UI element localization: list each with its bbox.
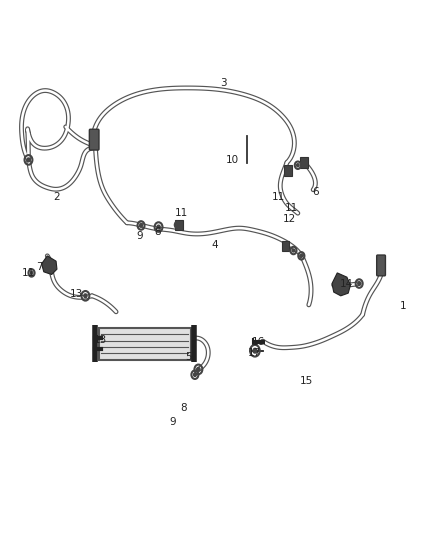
FancyBboxPatch shape	[377, 255, 385, 276]
Circle shape	[194, 373, 196, 376]
Text: 7: 7	[36, 262, 43, 271]
Circle shape	[358, 282, 360, 285]
Circle shape	[27, 158, 30, 162]
Circle shape	[300, 254, 303, 257]
Text: 11: 11	[285, 203, 298, 213]
Text: 2: 2	[53, 192, 60, 202]
Text: 8: 8	[180, 403, 187, 413]
Bar	[99, 328, 191, 360]
Circle shape	[253, 349, 257, 353]
Text: 1: 1	[399, 302, 406, 311]
Text: 6: 6	[312, 187, 319, 197]
Text: 8: 8	[154, 227, 161, 237]
Text: 11: 11	[272, 192, 285, 202]
Text: 4: 4	[211, 240, 218, 250]
Text: 12: 12	[283, 214, 296, 223]
Polygon shape	[332, 273, 350, 296]
Text: 13: 13	[94, 335, 107, 345]
Circle shape	[30, 271, 33, 274]
Text: 11: 11	[22, 268, 35, 278]
Bar	[300, 157, 308, 168]
Text: 15: 15	[300, 376, 313, 386]
Circle shape	[140, 224, 142, 227]
Text: 13: 13	[70, 289, 83, 299]
Text: 10: 10	[226, 155, 239, 165]
Circle shape	[292, 249, 295, 252]
Circle shape	[197, 367, 200, 372]
Text: 17: 17	[247, 348, 261, 358]
Text: 9: 9	[137, 231, 144, 240]
Text: 5: 5	[185, 352, 192, 362]
Text: 16: 16	[252, 337, 265, 347]
Circle shape	[84, 294, 87, 298]
Circle shape	[297, 164, 299, 167]
Bar	[284, 165, 292, 176]
Text: 3: 3	[220, 78, 227, 87]
Circle shape	[177, 224, 178, 226]
Bar	[175, 220, 183, 230]
Polygon shape	[42, 256, 57, 274]
Text: 9: 9	[170, 417, 177, 427]
FancyBboxPatch shape	[89, 129, 99, 150]
Text: 11: 11	[175, 208, 188, 218]
Text: 14: 14	[339, 279, 353, 288]
Bar	[282, 241, 289, 251]
Circle shape	[157, 225, 160, 229]
